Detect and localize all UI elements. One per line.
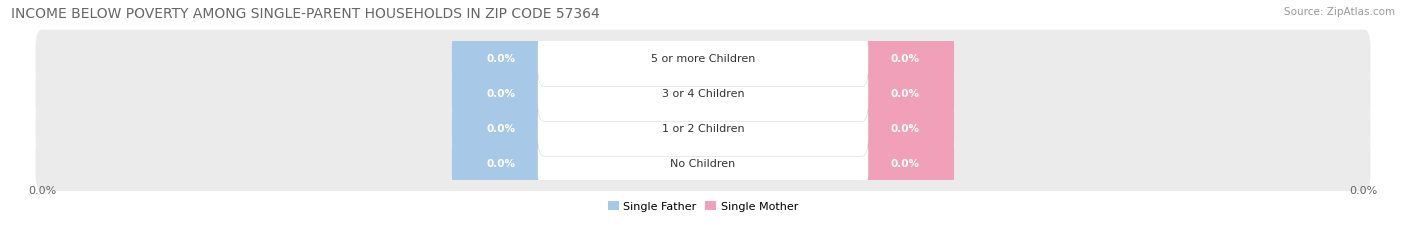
Text: Source: ZipAtlas.com: Source: ZipAtlas.com — [1284, 7, 1395, 17]
FancyBboxPatch shape — [855, 30, 955, 87]
FancyBboxPatch shape — [537, 134, 868, 191]
Text: 0.0%: 0.0% — [486, 123, 516, 133]
FancyBboxPatch shape — [537, 100, 868, 157]
FancyBboxPatch shape — [35, 65, 1371, 122]
Text: No Children: No Children — [671, 158, 735, 168]
FancyBboxPatch shape — [451, 134, 551, 191]
FancyBboxPatch shape — [35, 100, 1371, 157]
Text: 3 or 4 Children: 3 or 4 Children — [662, 88, 744, 99]
Text: 1 or 2 Children: 1 or 2 Children — [662, 123, 744, 133]
Text: INCOME BELOW POVERTY AMONG SINGLE-PARENT HOUSEHOLDS IN ZIP CODE 57364: INCOME BELOW POVERTY AMONG SINGLE-PARENT… — [11, 7, 600, 21]
Legend: Single Father, Single Mother: Single Father, Single Mother — [603, 197, 803, 216]
FancyBboxPatch shape — [537, 30, 868, 87]
FancyBboxPatch shape — [451, 100, 551, 157]
FancyBboxPatch shape — [537, 65, 868, 122]
FancyBboxPatch shape — [35, 30, 1371, 87]
Text: 0.0%: 0.0% — [890, 54, 920, 64]
Text: 5 or more Children: 5 or more Children — [651, 54, 755, 64]
FancyBboxPatch shape — [855, 134, 955, 191]
Text: 0.0%: 0.0% — [890, 123, 920, 133]
Text: 0.0%: 0.0% — [890, 88, 920, 99]
FancyBboxPatch shape — [855, 65, 955, 122]
FancyBboxPatch shape — [451, 65, 551, 122]
FancyBboxPatch shape — [451, 30, 551, 87]
FancyBboxPatch shape — [855, 100, 955, 157]
Text: 0.0%: 0.0% — [486, 158, 516, 168]
FancyBboxPatch shape — [35, 134, 1371, 191]
Text: 0.0%: 0.0% — [890, 158, 920, 168]
Text: 0.0%: 0.0% — [486, 54, 516, 64]
Text: 0.0%: 0.0% — [486, 88, 516, 99]
